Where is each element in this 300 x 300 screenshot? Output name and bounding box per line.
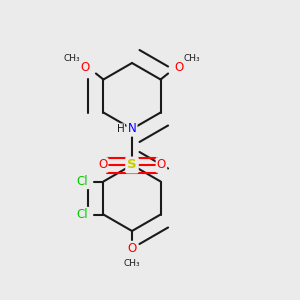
Text: Cl: Cl xyxy=(76,208,88,221)
Text: CH₃: CH₃ xyxy=(124,260,140,268)
Text: CH₃: CH₃ xyxy=(64,54,80,63)
Text: O: O xyxy=(81,61,90,74)
Text: O: O xyxy=(128,242,136,256)
Text: CH₃: CH₃ xyxy=(184,54,200,63)
Text: O: O xyxy=(174,61,183,74)
Text: S: S xyxy=(127,158,137,172)
Text: Cl: Cl xyxy=(76,175,88,188)
Text: O: O xyxy=(157,158,166,172)
Text: H: H xyxy=(117,124,124,134)
Text: N: N xyxy=(128,122,136,136)
Text: O: O xyxy=(98,158,107,172)
